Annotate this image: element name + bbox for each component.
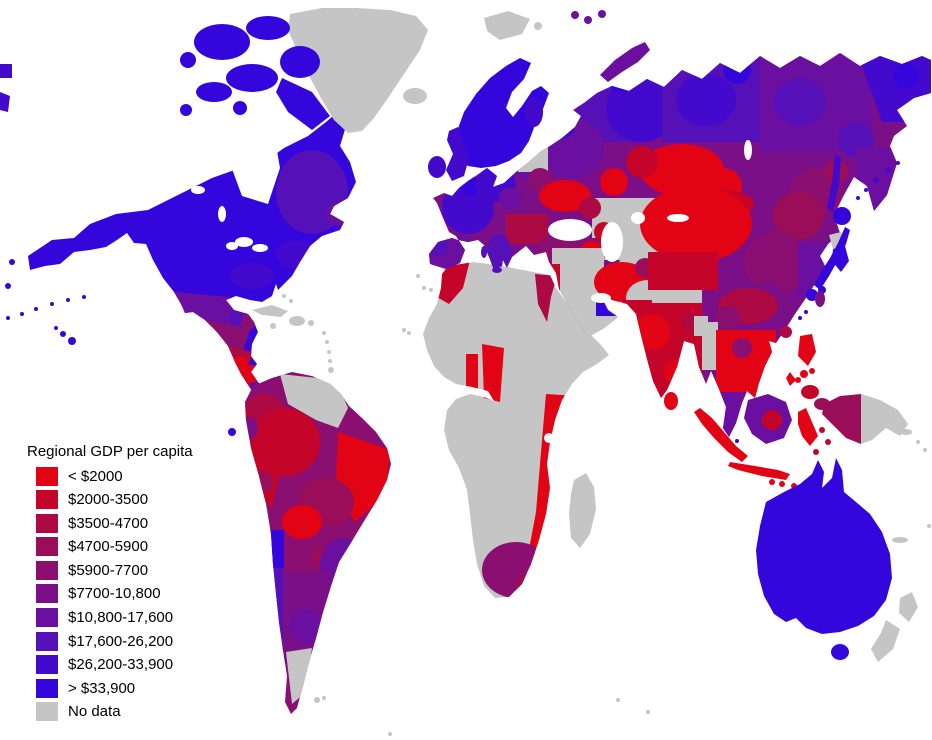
arctic-islands-canada	[180, 16, 330, 130]
kuril-islands	[856, 161, 900, 200]
legend-swatch	[36, 678, 58, 698]
philippines	[786, 334, 819, 399]
islands	[0, 8, 931, 736]
landmass-great-britain	[446, 127, 469, 181]
landmass-madagascar	[569, 473, 596, 548]
legend-swatch	[36, 702, 58, 722]
region-north-america	[28, 110, 356, 399]
legend-swatch	[36, 584, 58, 604]
sardinia	[481, 246, 487, 258]
japan	[798, 207, 851, 320]
legend-swatch	[36, 560, 58, 580]
landmass-greenland	[288, 8, 428, 133]
russian-arctic-islands	[571, 10, 650, 82]
legend-item: $2000-3500	[36, 490, 193, 510]
legend-swatch	[36, 466, 58, 486]
legend-item-label: < $2000	[68, 467, 123, 485]
legend-item-label: > $33,900	[68, 679, 136, 697]
legend-item: $4700-5900	[36, 537, 193, 557]
legend-item: $3500-4700	[36, 513, 193, 533]
lakes	[184, 125, 752, 443]
legend-item: $26,200-33,900	[36, 655, 193, 675]
landmass-ireland	[428, 156, 446, 178]
hainan	[780, 326, 792, 338]
legend-swatch	[36, 655, 58, 675]
legend-item-label: $10,800-17,600	[68, 609, 174, 627]
new-caledonia	[892, 537, 908, 543]
indian-ocean-islands	[616, 698, 620, 702]
svalbard	[484, 11, 542, 40]
legend-item-label: No data	[68, 703, 121, 721]
legend-swatch	[36, 537, 58, 557]
taiwan	[815, 291, 825, 307]
legend-item: $7700-10,800	[36, 584, 193, 604]
legend-swatch	[36, 631, 58, 651]
legend: Regional GDP per capita < $2000 $2000-35…	[27, 443, 193, 726]
sakhalin	[827, 154, 841, 212]
region-south-america	[245, 372, 391, 714]
legend-item: $17,600-26,200	[36, 631, 193, 651]
legend-item: < $2000	[36, 466, 193, 486]
legend-swatch	[36, 490, 58, 510]
legend-item-label: $3500-4700	[68, 514, 149, 532]
atlantic-islands	[314, 274, 433, 736]
caribbean-islands	[252, 294, 334, 373]
new-guinea	[814, 394, 927, 452]
legend-title: Regional GDP per capita	[27, 443, 193, 460]
legend-item-label: $5900-7700	[68, 561, 149, 579]
legend-item-label: $4700-5900	[68, 538, 149, 556]
legend-item-label: $7700-10,800	[68, 585, 161, 603]
legend-swatch	[36, 608, 58, 628]
crete	[518, 270, 528, 274]
sri-lanka	[664, 392, 678, 410]
legend-item-label: $2000-3500	[68, 491, 149, 509]
legend-item-label: $26,200-33,900	[68, 656, 174, 674]
legend-item: No data	[36, 702, 193, 722]
landmass-scandinavia	[456, 58, 549, 168]
finland-patch	[525, 97, 543, 127]
legend-rows: < $2000 $2000-3500 $3500-4700 $4700-5900…	[27, 466, 193, 722]
legend-item: > $33,900	[36, 678, 193, 698]
left-edge-land	[0, 64, 15, 289]
legend-item-label: $17,600-26,200	[68, 632, 174, 650]
landmass-iceland	[403, 88, 427, 104]
sicily	[492, 267, 502, 273]
legend-swatch	[36, 513, 58, 533]
new-zealand	[871, 592, 918, 662]
legend-item: $10,800-17,600	[36, 608, 193, 628]
tasmania	[831, 644, 849, 660]
legend-item: $5900-7700	[36, 560, 193, 580]
landmass-australia	[756, 458, 892, 634]
pacific-islands	[6, 295, 236, 436]
indonesia	[694, 394, 831, 493]
